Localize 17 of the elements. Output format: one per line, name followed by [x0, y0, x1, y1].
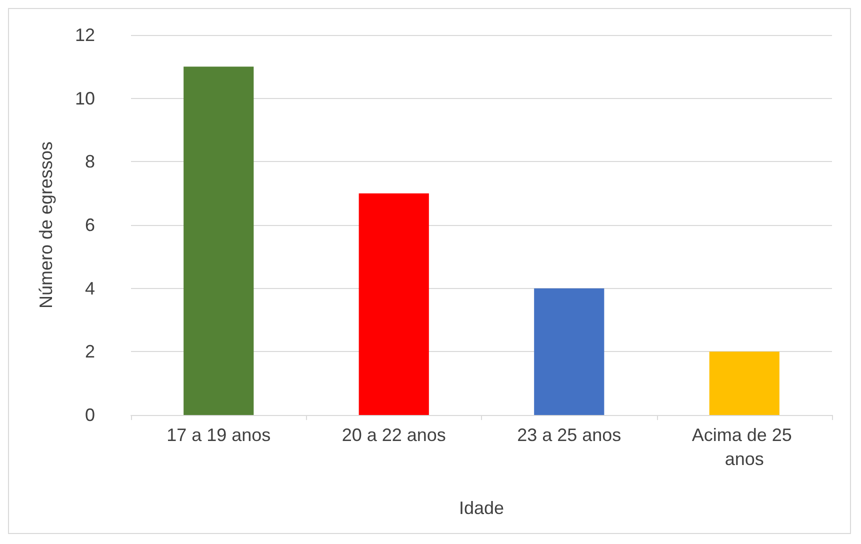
- x-tick-label: 17 a 19 anos: [166, 425, 271, 445]
- y-tick-label: 8: [84, 152, 95, 172]
- y-axis-title: Número de egressos: [36, 141, 56, 309]
- bar: [534, 288, 604, 415]
- x-tick-label: 20 a 22 anos: [342, 425, 446, 445]
- y-tick-label: 6: [84, 215, 95, 235]
- y-tick-label: 4: [84, 278, 95, 298]
- bar: [358, 193, 429, 415]
- bar: [184, 66, 254, 415]
- x-tick-label: Acima de 25 anos: [692, 425, 797, 469]
- y-tick-label: 0: [84, 405, 95, 425]
- bar: [709, 352, 780, 415]
- y-tick-label: 12: [74, 25, 95, 45]
- y-tick-label: 10: [74, 88, 95, 108]
- x-axis-title: Idade: [458, 498, 504, 518]
- y-tick-label: 2: [84, 342, 95, 362]
- x-tick-label: 23 a 25 anos: [517, 425, 622, 445]
